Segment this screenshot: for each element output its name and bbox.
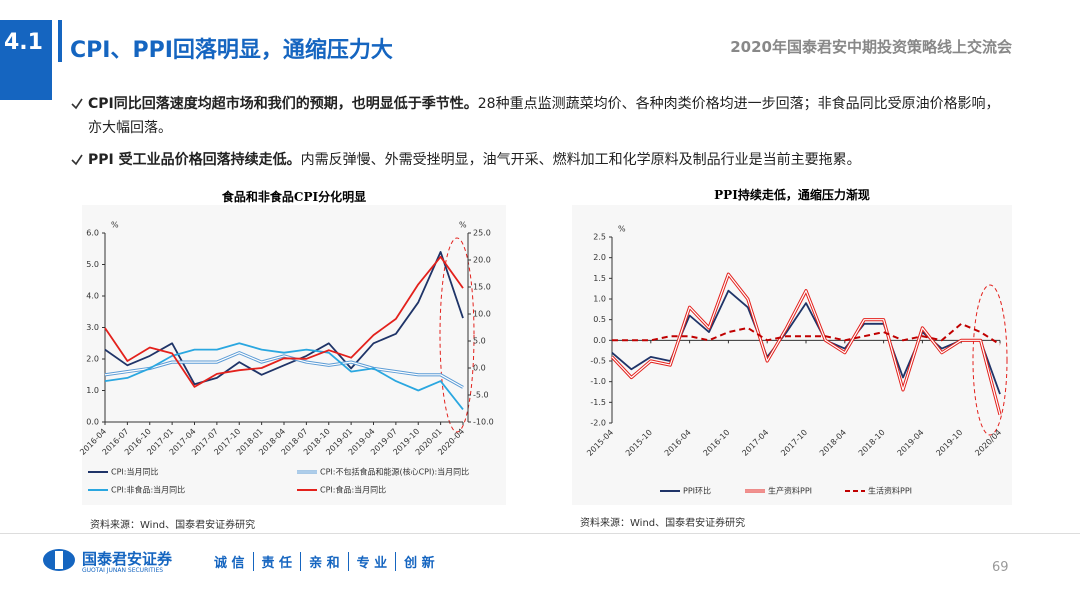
- series-line-inner: [611, 273, 1001, 415]
- x-tick-label: 2016-04: [663, 428, 693, 458]
- highlight: [972, 284, 1008, 436]
- divider: [252, 552, 254, 571]
- y-tick-label: 1.0: [86, 386, 99, 395]
- footer-rule: [0, 533, 1080, 534]
- chart-title: PPI持续走低，通缩压力渐现: [714, 188, 870, 202]
- source: 资料来源：Wind、国泰君安证券研究: [90, 520, 256, 531]
- y-tick-label: 2.0: [86, 355, 99, 364]
- x-tick-label: 2017-04: [740, 428, 770, 458]
- x-tick-label: 2015-04: [585, 428, 615, 458]
- series-line: [104, 255, 464, 388]
- y-tick-label: 2.5: [593, 233, 606, 242]
- y-tick-label: 4.0: [86, 292, 99, 301]
- source: 资料来源：Wind、国泰君安证券研究: [580, 518, 746, 529]
- logo-en: GUOTAI JUNAN SECURITIES: [82, 567, 164, 574]
- value-word: 诚 信: [214, 556, 245, 571]
- y2-tick-label: 5.0: [473, 337, 486, 346]
- y-tick-label: 0.0: [593, 336, 606, 345]
- legend-label: CPI:食品:当月同比: [320, 485, 386, 495]
- value-word: 专 业: [356, 556, 388, 571]
- legend-label: CPI:非食品:当月同比: [111, 485, 185, 495]
- value-word: 亲 和: [309, 556, 340, 571]
- y2-tick-label: -5.0: [473, 391, 489, 400]
- slide-title: CPI、PPI回落明显，通缩压力大: [70, 38, 393, 63]
- y-tick-label: 2.0: [593, 253, 606, 262]
- y-tick-label: -1.5: [590, 398, 606, 407]
- legend-label: CPI:不包括食品和能源(核心CPI):当月同比: [320, 467, 469, 477]
- series-line: [104, 342, 464, 410]
- divider: [395, 552, 397, 571]
- x-tick-label: 2015-10: [624, 428, 654, 458]
- value-word: 创 新: [404, 556, 435, 571]
- y-tick-label: -1.0: [590, 377, 606, 386]
- check-icon: [71, 154, 83, 166]
- y-tick-label: 1.5: [593, 274, 606, 283]
- y-tick-label: 1.0: [593, 295, 606, 304]
- x-tick-label: 2017-10: [779, 428, 809, 458]
- page-number: 69: [992, 560, 1009, 575]
- bullet-text: 内需反弹慢、外需受挫明显，油气开采、燃料加工和化学原料及制品行业是当前主要拖累。: [300, 152, 861, 168]
- y-unit: %: [111, 221, 119, 230]
- y2-tick-label: -10.0: [473, 418, 494, 427]
- chart-title: 食品和非食品CPI分化明显: [221, 190, 367, 204]
- x-tick-label: 2020/04: [973, 428, 1003, 458]
- y-tick-label: 0.0: [86, 418, 99, 427]
- series-line: [104, 251, 464, 386]
- x-tick-label: 2018-10: [857, 428, 887, 458]
- series-line-inner: [104, 352, 464, 388]
- highlight: [439, 237, 475, 433]
- divider: [300, 552, 302, 571]
- chart-panel: [572, 205, 1012, 505]
- y-tick-label: 5.0: [86, 260, 99, 269]
- series-line: [612, 322, 1001, 346]
- x-tick-label: 2016-10: [702, 428, 732, 458]
- bullet-text: 28种重点监测蔬菜均价、各种肉类价格均进一步回落；非食品同比受原油价格影响，亦大…: [88, 96, 1000, 136]
- bullet: PPI 受工业品价格回落持续走低。内需反弹慢、外需受挫明显，油气开采、燃料加工和…: [88, 148, 1008, 172]
- bullet-bold: CPI同比回落速度均超市场和我们的预期，也明显低于季节性。: [88, 96, 478, 112]
- logo-icon: [43, 549, 75, 571]
- y2-tick-label: 25.0: [473, 229, 491, 238]
- bullet: CPI同比回落速度均超市场和我们的预期，也明显低于季节性。28种重点监测蔬菜均价…: [88, 92, 1008, 140]
- y2-unit: %: [459, 221, 467, 230]
- y2-tick-label: 20.0: [473, 256, 491, 265]
- y-tick-label: -0.5: [590, 357, 606, 366]
- y2-tick-label: 10.0: [473, 310, 491, 319]
- divider: [347, 552, 349, 571]
- value-word: 责 任: [261, 556, 293, 571]
- y-tick-label: -2.0: [590, 419, 606, 428]
- series-line: [610, 272, 1002, 416]
- values-row: 诚 信责 任亲 和专 业创 新: [214, 552, 435, 571]
- y-tick-label: 0.5: [593, 315, 606, 324]
- legend-label: 生活资料PPI: [868, 486, 912, 496]
- legend-label: 生产资料PPI: [768, 486, 812, 496]
- y-tick-label: 6.0: [86, 229, 99, 238]
- legend-label: PPI环比: [683, 486, 711, 496]
- y2-tick-label: 0.0: [473, 364, 486, 373]
- check-icon: [71, 98, 83, 110]
- section-number: 4.1: [4, 30, 43, 55]
- y-tick-label: 3.0: [86, 323, 99, 332]
- section-bar: [0, 20, 52, 100]
- title-mark: [58, 20, 62, 62]
- event-name: 2020年国泰君安中期投资策略线上交流会: [730, 38, 1012, 56]
- x-tick-label: 2019-04: [896, 428, 926, 458]
- legend-label: CPI:当月同比: [111, 467, 158, 477]
- x-tick-label: 2019-10: [934, 428, 964, 458]
- x-tick-label: 2018-04: [818, 428, 848, 458]
- bullet-bold: PPI 受工业品价格回落持续走低。: [88, 152, 301, 168]
- logo-text: 国泰君安证券: [82, 550, 173, 568]
- y2-tick-label: 15.0: [473, 283, 491, 292]
- y-unit: %: [618, 225, 626, 234]
